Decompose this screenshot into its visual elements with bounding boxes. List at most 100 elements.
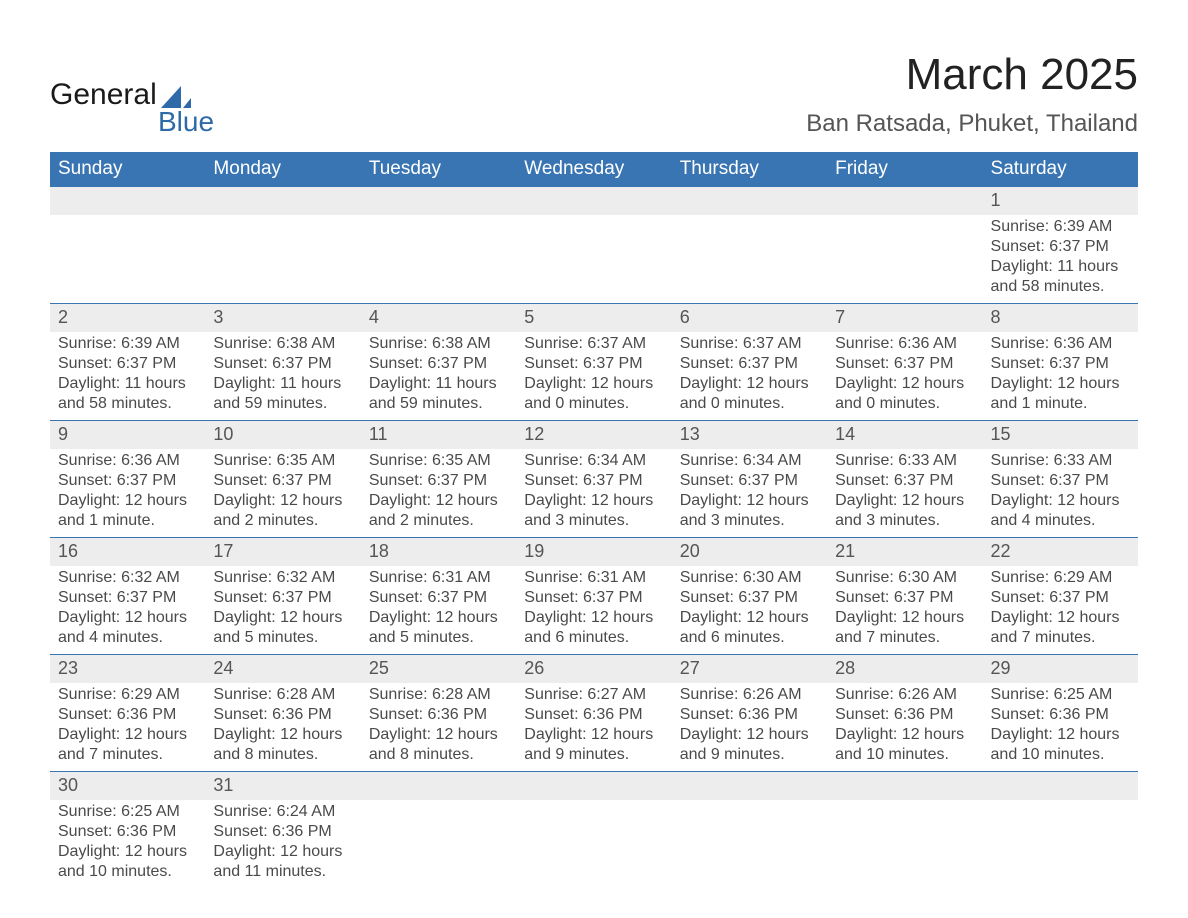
day-number: 6 — [672, 304, 827, 333]
sunrise-text: Sunrise: 6:37 AM — [524, 334, 663, 354]
day-number: 30 — [50, 772, 205, 801]
sunrise-text: Sunrise: 6:33 AM — [991, 451, 1130, 471]
weekday-header: Thursday — [672, 152, 827, 187]
day-details — [205, 215, 360, 304]
daylight-text: Daylight: 12 hours and 3 minutes. — [835, 491, 974, 531]
sunset-text: Sunset: 6:37 PM — [680, 471, 819, 491]
day-number — [516, 187, 671, 216]
daylight-text: Daylight: 12 hours and 1 minute. — [991, 374, 1130, 414]
day-details — [361, 215, 516, 304]
day-number: 17 — [205, 538, 360, 567]
day-number-row: 3031 — [50, 772, 1138, 801]
location-subtitle: Ban Ratsada, Phuket, Thailand — [806, 110, 1138, 138]
day-number: 20 — [672, 538, 827, 567]
daylight-text: Daylight: 12 hours and 5 minutes. — [369, 608, 508, 648]
day-number — [516, 772, 671, 801]
sunrise-text: Sunrise: 6:35 AM — [213, 451, 352, 471]
sunrise-text: Sunrise: 6:36 AM — [58, 451, 197, 471]
sunrise-text: Sunrise: 6:24 AM — [213, 802, 352, 822]
day-details: Sunrise: 6:31 AMSunset: 6:37 PMDaylight:… — [361, 566, 516, 655]
daylight-text: Daylight: 12 hours and 9 minutes. — [524, 725, 663, 765]
daylight-text: Daylight: 12 hours and 4 minutes. — [991, 491, 1130, 531]
sunrise-text: Sunrise: 6:25 AM — [991, 685, 1130, 705]
day-details: Sunrise: 6:24 AMSunset: 6:36 PMDaylight:… — [205, 800, 360, 888]
day-number — [361, 772, 516, 801]
calendar-table: SundayMondayTuesdayWednesdayThursdayFrid… — [50, 152, 1138, 888]
day-details: Sunrise: 6:30 AMSunset: 6:37 PMDaylight:… — [672, 566, 827, 655]
daylight-text: Daylight: 12 hours and 10 minutes. — [58, 842, 197, 882]
sunrise-text: Sunrise: 6:28 AM — [213, 685, 352, 705]
day-number — [827, 187, 982, 216]
sunset-text: Sunset: 6:37 PM — [369, 354, 508, 374]
day-details: Sunrise: 6:25 AMSunset: 6:36 PMDaylight:… — [50, 800, 205, 888]
daylight-text: Daylight: 12 hours and 8 minutes. — [213, 725, 352, 765]
sunset-text: Sunset: 6:37 PM — [991, 237, 1130, 257]
daylight-text: Daylight: 12 hours and 7 minutes. — [835, 608, 974, 648]
day-number: 23 — [50, 655, 205, 684]
header: General Blue March 2025 Ban Ratsada, Phu… — [50, 50, 1138, 138]
sunset-text: Sunset: 6:36 PM — [213, 822, 352, 842]
day-details: Sunrise: 6:29 AMSunset: 6:37 PMDaylight:… — [983, 566, 1138, 655]
day-details: Sunrise: 6:36 AMSunset: 6:37 PMDaylight:… — [983, 332, 1138, 421]
sunset-text: Sunset: 6:37 PM — [369, 471, 508, 491]
brand-word2: Blue — [158, 108, 214, 136]
daylight-text: Daylight: 12 hours and 7 minutes. — [58, 725, 197, 765]
sunrise-text: Sunrise: 6:39 AM — [58, 334, 197, 354]
day-number: 22 — [983, 538, 1138, 567]
day-number-row: 2345678 — [50, 304, 1138, 333]
day-number: 14 — [827, 421, 982, 450]
daylight-text: Daylight: 12 hours and 0 minutes. — [524, 374, 663, 414]
day-details: Sunrise: 6:34 AMSunset: 6:37 PMDaylight:… — [516, 449, 671, 538]
daylight-text: Daylight: 11 hours and 58 minutes. — [58, 374, 197, 414]
sunrise-text: Sunrise: 6:29 AM — [58, 685, 197, 705]
sunset-text: Sunset: 6:37 PM — [680, 588, 819, 608]
sunset-text: Sunset: 6:37 PM — [991, 354, 1130, 374]
brand-logo: General Blue — [50, 80, 214, 136]
day-details: Sunrise: 6:32 AMSunset: 6:37 PMDaylight:… — [50, 566, 205, 655]
sunrise-text: Sunrise: 6:27 AM — [524, 685, 663, 705]
sunset-text: Sunset: 6:36 PM — [213, 705, 352, 725]
sunrise-text: Sunrise: 6:30 AM — [680, 568, 819, 588]
day-number: 26 — [516, 655, 671, 684]
sunset-text: Sunset: 6:37 PM — [58, 471, 197, 491]
daylight-text: Daylight: 12 hours and 6 minutes. — [680, 608, 819, 648]
day-number: 27 — [672, 655, 827, 684]
day-details: Sunrise: 6:33 AMSunset: 6:37 PMDaylight:… — [827, 449, 982, 538]
day-number: 12 — [516, 421, 671, 450]
daylight-text: Daylight: 11 hours and 58 minutes. — [991, 257, 1130, 297]
sail-icon — [161, 86, 191, 108]
daylight-text: Daylight: 12 hours and 0 minutes. — [835, 374, 974, 414]
sunrise-text: Sunrise: 6:37 AM — [680, 334, 819, 354]
day-details — [516, 800, 671, 888]
day-number: 5 — [516, 304, 671, 333]
day-detail-row: Sunrise: 6:29 AMSunset: 6:36 PMDaylight:… — [50, 683, 1138, 772]
day-details — [827, 215, 982, 304]
sunrise-text: Sunrise: 6:31 AM — [524, 568, 663, 588]
month-title: March 2025 — [806, 50, 1138, 100]
sunset-text: Sunset: 6:37 PM — [835, 588, 974, 608]
day-number — [361, 187, 516, 216]
sunset-text: Sunset: 6:37 PM — [524, 354, 663, 374]
day-details: Sunrise: 6:33 AMSunset: 6:37 PMDaylight:… — [983, 449, 1138, 538]
day-number — [50, 187, 205, 216]
day-number: 21 — [827, 538, 982, 567]
sunset-text: Sunset: 6:37 PM — [369, 588, 508, 608]
day-number — [983, 772, 1138, 801]
brand-word1: General — [50, 80, 157, 110]
daylight-text: Daylight: 12 hours and 10 minutes. — [835, 725, 974, 765]
day-details: Sunrise: 6:39 AMSunset: 6:37 PMDaylight:… — [983, 215, 1138, 304]
sunset-text: Sunset: 6:37 PM — [58, 588, 197, 608]
day-number: 3 — [205, 304, 360, 333]
day-number: 19 — [516, 538, 671, 567]
day-number — [827, 772, 982, 801]
sunset-text: Sunset: 6:37 PM — [58, 354, 197, 374]
sunrise-text: Sunrise: 6:28 AM — [369, 685, 508, 705]
day-number: 11 — [361, 421, 516, 450]
day-number: 1 — [983, 187, 1138, 216]
sunset-text: Sunset: 6:36 PM — [58, 705, 197, 725]
sunset-text: Sunset: 6:37 PM — [213, 471, 352, 491]
sunrise-text: Sunrise: 6:33 AM — [835, 451, 974, 471]
day-details: Sunrise: 6:36 AMSunset: 6:37 PMDaylight:… — [50, 449, 205, 538]
day-details: Sunrise: 6:35 AMSunset: 6:37 PMDaylight:… — [205, 449, 360, 538]
day-details: Sunrise: 6:34 AMSunset: 6:37 PMDaylight:… — [672, 449, 827, 538]
